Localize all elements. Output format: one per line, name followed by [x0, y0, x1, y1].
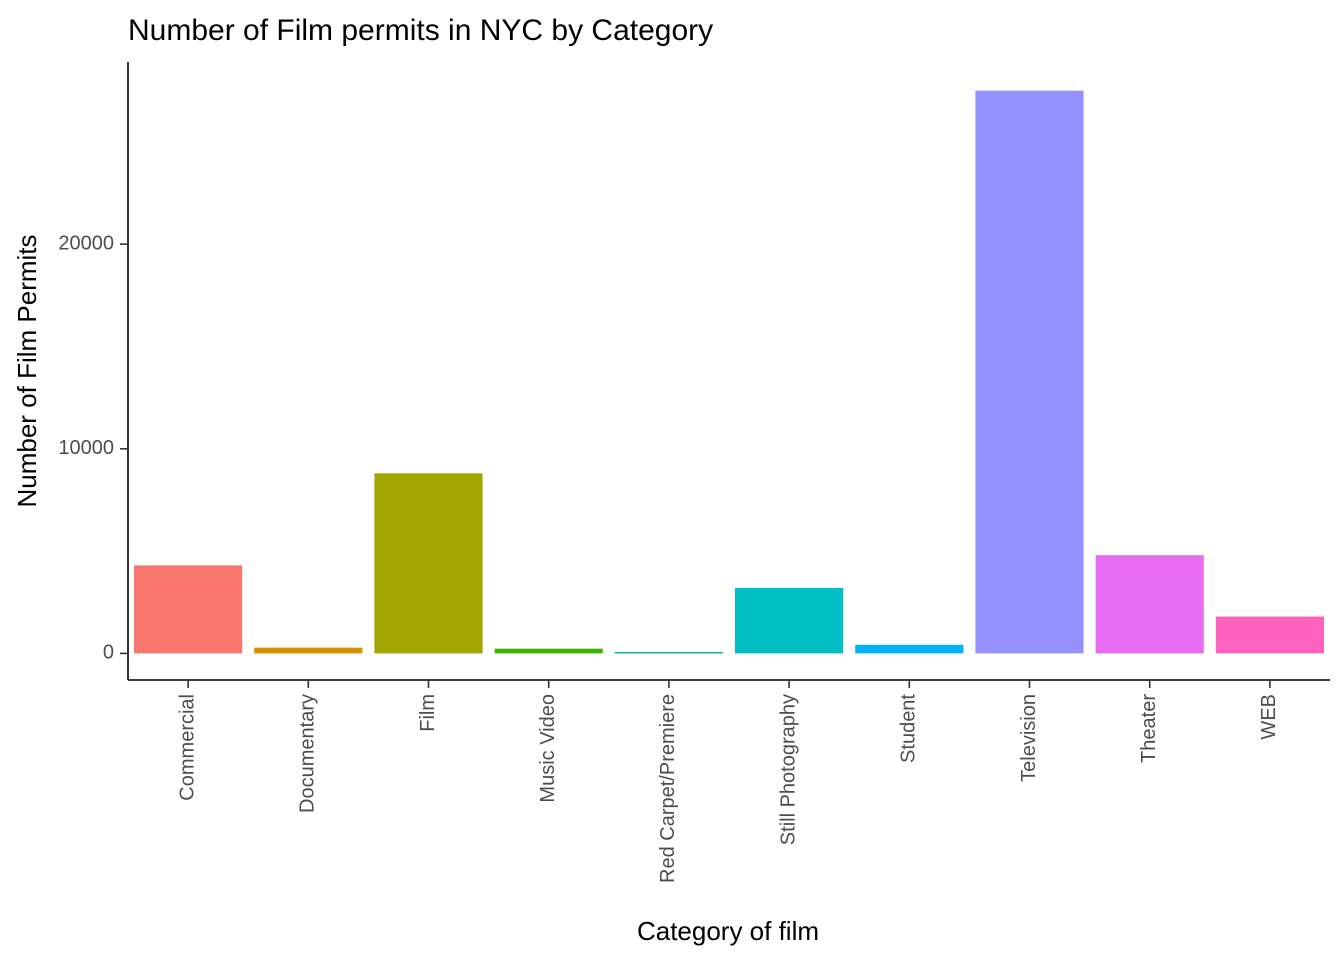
- x-tick-label: Television: [1018, 694, 1040, 782]
- x-axis-title: Category of film: [637, 916, 819, 946]
- x-tick-label: Music Video: [537, 694, 559, 803]
- x-tick-label: Still Photography: [777, 694, 799, 845]
- bar-student: [855, 644, 964, 654]
- x-tick-label: Film: [417, 694, 439, 732]
- x-tick-label: Student: [898, 694, 920, 763]
- bar-music-video: [494, 648, 603, 654]
- y-axis-title: Number of Film Permits: [12, 234, 42, 507]
- y-tick-label: 20000: [58, 232, 114, 254]
- y-tick-label: 0: [103, 642, 114, 664]
- x-axis-ticks: Commercial Documentary Film Music Video Red …: [176, 680, 1280, 883]
- bars-group: [134, 90, 1324, 654]
- bar-documentary: [254, 647, 363, 654]
- bar-web: [1215, 616, 1324, 654]
- bar-red-carpet-premiere: [614, 651, 723, 654]
- bar-theater: [1095, 555, 1204, 654]
- x-tick-label: Documentary: [297, 694, 319, 813]
- bar-commercial: [134, 565, 243, 654]
- x-tick-label: Red Carpet/Premiere: [657, 694, 679, 883]
- y-axis-ticks: 0 10000 20000: [58, 232, 128, 664]
- chart-title: Number of Film permits in NYC by Categor…: [128, 14, 713, 47]
- x-tick-label: Theater: [1138, 694, 1160, 763]
- bar-still-photography: [735, 587, 844, 654]
- x-tick-label: Commercial: [176, 694, 198, 801]
- y-tick-label: 10000: [58, 437, 114, 459]
- x-tick-label: WEB: [1258, 694, 1280, 740]
- bar-television: [975, 90, 1084, 654]
- bar-film: [374, 473, 483, 654]
